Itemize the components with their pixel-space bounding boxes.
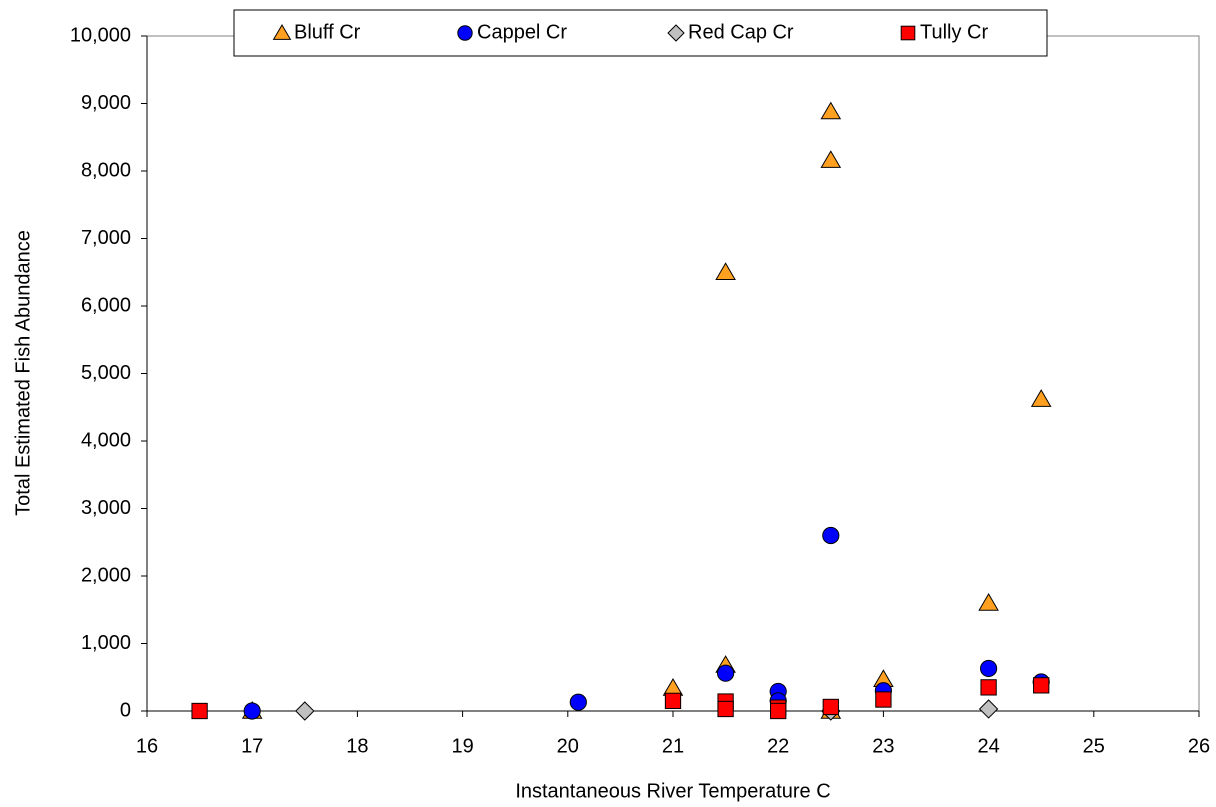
marker — [243, 702, 261, 720]
legend-marker — [900, 25, 916, 41]
plot-frame — [146, 35, 1200, 712]
marker — [822, 526, 840, 545]
x-tick-label: 24 — [977, 735, 999, 757]
marker — [295, 701, 315, 721]
marker — [664, 692, 682, 710]
x-tick-label: 23 — [872, 735, 894, 757]
legend-marker — [667, 24, 685, 42]
y-tick-label: 5,000 — [81, 362, 131, 384]
y-tick-label: 9,000 — [81, 92, 131, 114]
marker — [820, 101, 842, 120]
x-tick-label: 17 — [241, 735, 263, 757]
marker — [978, 593, 999, 611]
y-tick-label: 7,000 — [81, 227, 131, 249]
marker — [715, 262, 736, 280]
marker — [569, 693, 587, 711]
y-tick-label: 1,000 — [81, 632, 131, 654]
marker — [717, 664, 735, 682]
marker — [717, 700, 734, 718]
y-tick-label: 4,000 — [81, 429, 131, 451]
marker — [875, 691, 892, 708]
legend-label: Cappel Cr — [477, 21, 567, 43]
x-tick-label: 25 — [1083, 735, 1105, 757]
y-tick-label: 0 — [120, 699, 131, 721]
marker — [822, 698, 839, 716]
x-tick-label: 26 — [1188, 735, 1210, 757]
marker — [980, 679, 997, 696]
marker — [1033, 677, 1050, 694]
marker — [191, 702, 208, 720]
legend-marker — [457, 25, 473, 41]
x-tick-label: 21 — [662, 735, 684, 757]
y-tick-label: 2,000 — [81, 564, 131, 586]
marker — [770, 702, 787, 720]
x-axis-label: Instantaneous River Temperature C — [515, 780, 830, 802]
x-tick-label: 22 — [767, 735, 789, 757]
x-tick-label: 18 — [346, 735, 368, 757]
legend-marker — [272, 24, 292, 40]
legend-label: Red Cap Cr — [688, 21, 794, 43]
x-tick-label: 19 — [451, 735, 473, 757]
y-axis-label: Total Estimated Fish Abundance — [12, 230, 34, 516]
legend-label: Bluff Cr — [294, 21, 361, 43]
y-tick-label: 6,000 — [81, 294, 131, 316]
y-tick-label: 8,000 — [81, 159, 131, 181]
marker — [980, 659, 998, 678]
marker — [1030, 389, 1052, 407]
x-tick-label: 16 — [136, 735, 158, 757]
x-tick-label: 20 — [557, 735, 579, 757]
y-tick-label: 10,000 — [70, 24, 131, 46]
marker — [978, 699, 999, 719]
y-tick-label: 3,000 — [81, 497, 131, 519]
legend-label: Tully Cr — [920, 21, 988, 43]
marker — [820, 150, 842, 168]
